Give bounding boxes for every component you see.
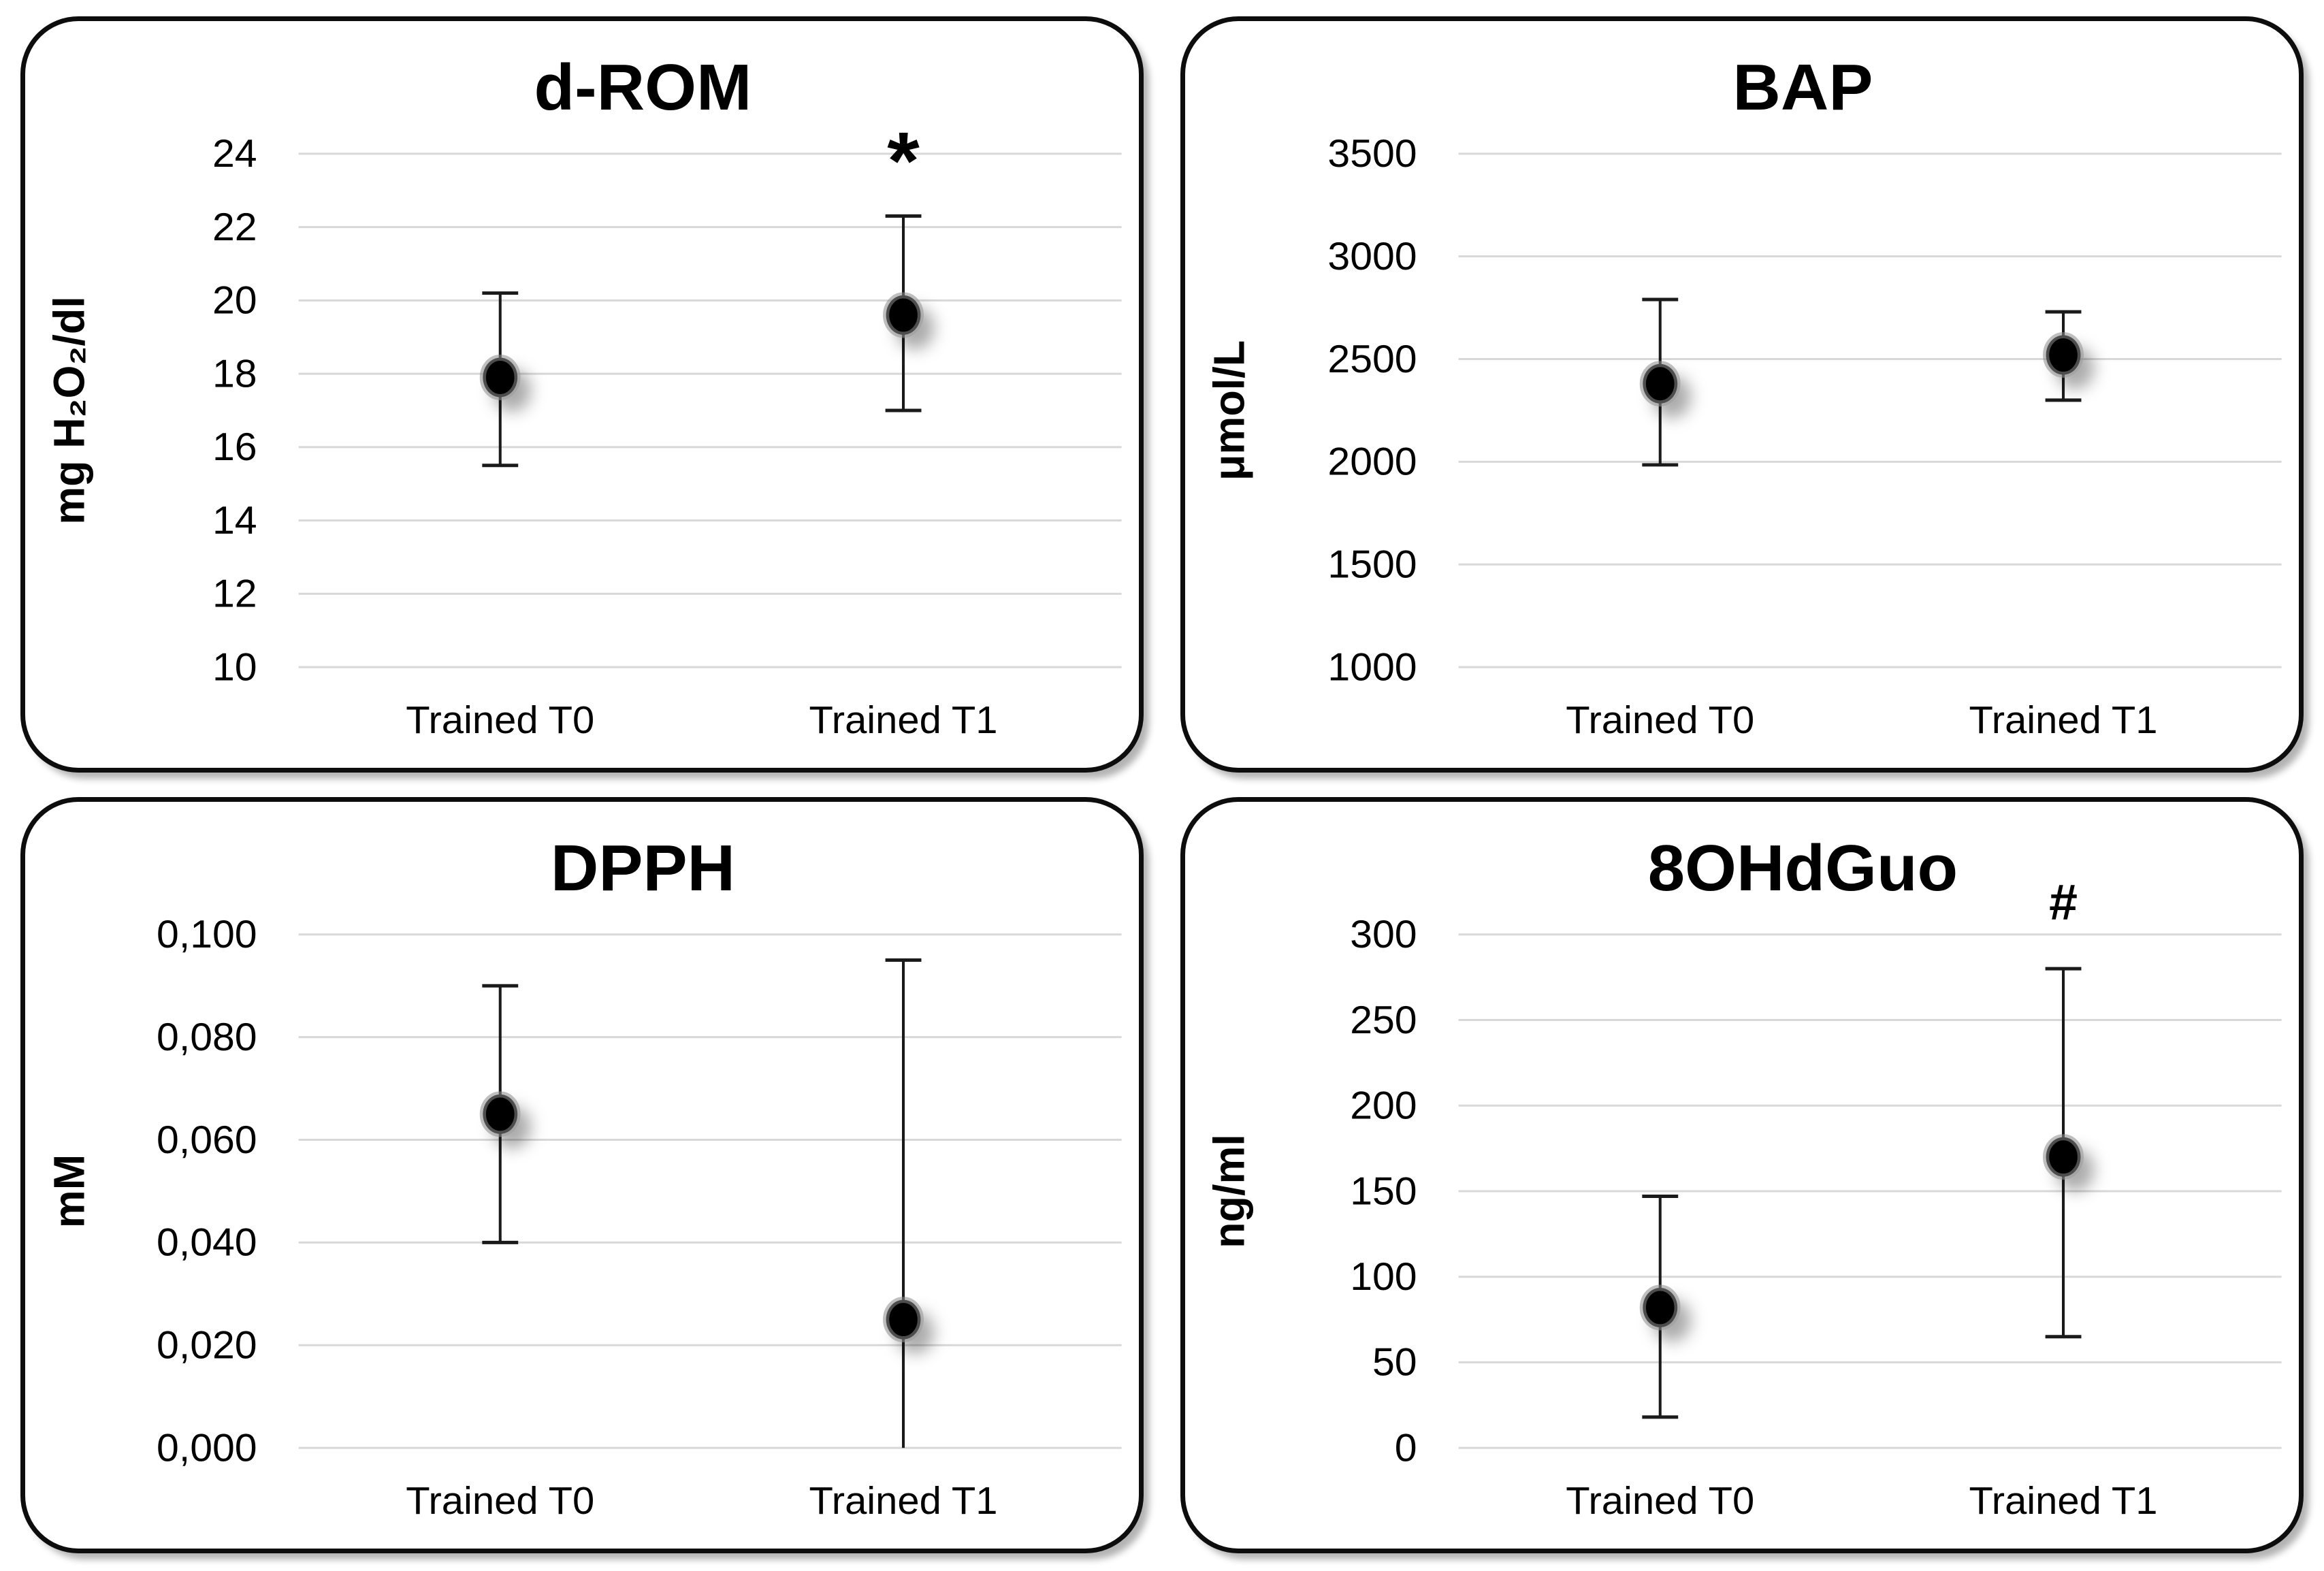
chart-title: 8OHdGuo xyxy=(1648,831,1958,905)
gridlines-group xyxy=(1458,933,2282,1449)
x-category-label: Trained T1 xyxy=(1969,698,2158,741)
data-point-marker xyxy=(479,355,521,400)
significance-marker: # xyxy=(2049,874,2078,930)
y-axis-unit-label: ng/ml xyxy=(1206,1134,1254,1248)
data-point-marker xyxy=(883,292,924,338)
chart-title: d-ROM xyxy=(534,50,752,124)
gridlines-group xyxy=(298,933,1122,1449)
data-point-group xyxy=(479,291,521,468)
data-point-marker xyxy=(1639,361,1681,407)
data-point-group xyxy=(1639,1195,1681,1419)
y-tick-label: 20 xyxy=(212,278,257,322)
y-tick-labels-group: 300 250 200 150 100 50 0 xyxy=(1350,913,1417,1470)
gridlines-group xyxy=(1458,152,2282,668)
y-tick-label: 16 xyxy=(212,425,257,469)
x-category-label: Trained T0 xyxy=(1566,698,1754,741)
data-point-group: * xyxy=(883,115,924,412)
y-tick-label: 14 xyxy=(212,498,257,542)
y-tick-label: 18 xyxy=(212,352,257,395)
panel-8ohdguo: 300 250 200 150 100 50 0 8OHdGuo ng/ml # Trained T… xyxy=(1180,797,2304,1553)
panel-drom: 24 22 20 18 16 14 12 10 d-ROM mg H₂O₂/dl * Trained … xyxy=(20,16,1144,773)
y-tick-label: 2000 xyxy=(1327,440,1417,483)
y-tick-label: 0,060 xyxy=(157,1118,257,1161)
chart-svg-drom: 24 22 20 18 16 14 12 10 d-ROM mg H₂O₂/dl * Trained … xyxy=(46,50,1122,742)
y-tick-label: 0 xyxy=(1395,1426,1417,1470)
chart-title: BAP xyxy=(1732,50,1873,124)
y-tick-label: 1500 xyxy=(1327,542,1417,586)
y-tick-label: 22 xyxy=(212,205,257,248)
gridlines-group xyxy=(298,152,1122,668)
y-tick-labels-group: 3500 3000 2500 2000 1500 1000 xyxy=(1327,132,1417,690)
data-point-marker xyxy=(2043,332,2084,378)
chart-svg-bap: 3500 3000 2500 2000 1500 1000 BAP μmol/L Trained… xyxy=(1206,50,2282,742)
data-point-group: # xyxy=(2043,874,2084,1339)
data-point-group xyxy=(2043,310,2084,402)
y-tick-labels-group: 0,100 0,080 0,060 0,040 0,020 0,000 xyxy=(157,913,257,1470)
y-axis-unit-label: mg H₂O₂/dl xyxy=(46,296,94,525)
y-tick-label: 12 xyxy=(212,572,257,615)
data-point-group xyxy=(1639,297,1681,467)
y-tick-label: 3500 xyxy=(1327,132,1417,176)
y-tick-label: 10 xyxy=(212,645,257,689)
y-axis-unit-label: μmol/L xyxy=(1206,340,1254,481)
y-tick-label: 0,080 xyxy=(157,1015,257,1058)
y-tick-label: 0,020 xyxy=(157,1323,257,1367)
x-category-label: Trained T0 xyxy=(406,698,594,741)
y-tick-label: 3000 xyxy=(1327,234,1417,278)
y-axis-unit-label: mM xyxy=(46,1154,94,1228)
x-category-label: Trained T0 xyxy=(1566,1479,1754,1522)
panel-bap: 3500 3000 2500 2000 1500 1000 BAP μmol/L Trained… xyxy=(1180,16,2304,773)
y-tick-label: 200 xyxy=(1350,1084,1417,1127)
y-tick-label: 0,040 xyxy=(157,1220,257,1264)
x-category-label: Trained T1 xyxy=(1969,1479,2158,1522)
y-tick-label: 0,100 xyxy=(157,913,257,956)
data-point-marker xyxy=(883,1297,924,1343)
chart-svg-dpph: 0,100 0,080 0,060 0,040 0,020 0,000 DPPH mM Trai… xyxy=(46,831,1122,1523)
data-point-marker xyxy=(1639,1284,1681,1331)
x-category-label: Trained T1 xyxy=(809,1479,998,1522)
data-point-marker xyxy=(2043,1134,2084,1180)
y-tick-label: 24 xyxy=(212,132,257,176)
y-tick-label: 250 xyxy=(1350,998,1417,1041)
significance-marker: * xyxy=(887,115,919,206)
y-tick-labels-group: 24 22 20 18 16 14 12 10 xyxy=(212,132,257,690)
x-category-label: Trained T1 xyxy=(809,698,998,741)
data-point-marker xyxy=(479,1091,521,1137)
y-tick-label: 1000 xyxy=(1327,645,1417,689)
data-point-group xyxy=(479,984,521,1244)
y-tick-label: 2500 xyxy=(1327,337,1417,380)
y-tick-label: 300 xyxy=(1350,913,1417,956)
x-category-label: Trained T0 xyxy=(406,1479,594,1522)
y-tick-label: 150 xyxy=(1350,1169,1417,1213)
y-tick-label: 50 xyxy=(1372,1340,1417,1384)
y-tick-label: 100 xyxy=(1350,1254,1417,1298)
panel-dpph: 0,100 0,080 0,060 0,040 0,020 0,000 DPPH mM Trai… xyxy=(20,797,1144,1553)
y-tick-label: 0,000 xyxy=(157,1426,257,1470)
chart-svg-8ohdguo: 300 250 200 150 100 50 0 8OHdGuo ng/ml # Trained T… xyxy=(1206,831,2282,1523)
chart-title: DPPH xyxy=(551,831,735,905)
data-point-group xyxy=(883,958,924,1448)
